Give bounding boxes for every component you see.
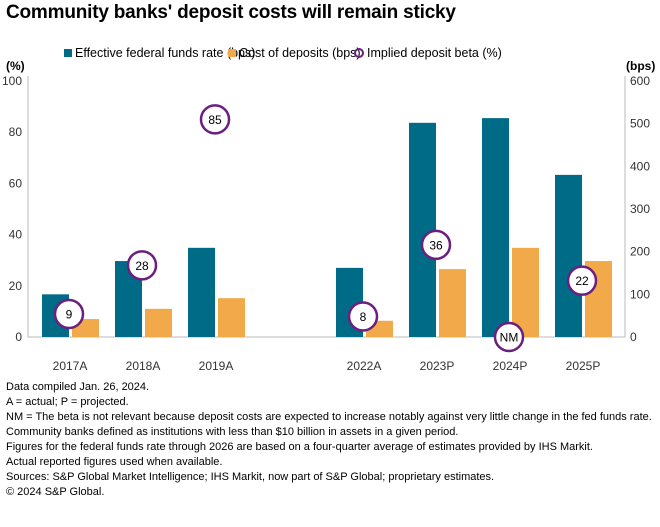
beta-marker-2024P bbox=[493, 321, 525, 353]
bar-cost-deposits-2024P bbox=[512, 247, 539, 337]
footnote: Community banks defined as institutions … bbox=[6, 426, 459, 438]
beta-marker-2019A bbox=[199, 104, 231, 135]
left-tick-label: 60 bbox=[9, 176, 23, 190]
bar-fed-funds-2023P bbox=[409, 122, 436, 338]
beta-marker-2018A bbox=[126, 250, 158, 281]
footnote: A = actual; P = projected. bbox=[6, 396, 129, 408]
footnote: © 2024 S&P Global. bbox=[6, 486, 105, 498]
x-tick-label: 2022A bbox=[347, 359, 382, 373]
beta-marker-2025P bbox=[566, 265, 598, 296]
legend-swatch bbox=[228, 49, 236, 57]
beta-label: 9 bbox=[66, 307, 73, 321]
chart-title: Community banks' deposit costs will rema… bbox=[6, 2, 456, 23]
right-tick-label: 400 bbox=[630, 159, 650, 173]
left-axis-label: (%) bbox=[6, 59, 25, 73]
bar-cost-deposits-2019A bbox=[218, 298, 245, 337]
x-tick-label: 2018A bbox=[126, 359, 161, 373]
footnote: Sources: S&P Global Market Intelligence;… bbox=[6, 471, 495, 483]
beta-marker-2017A bbox=[53, 298, 85, 330]
x-tick-label: 2025P bbox=[566, 359, 601, 373]
right-tick-label: 100 bbox=[630, 287, 650, 301]
beta-marker-2023P bbox=[420, 229, 452, 261]
beta-label: NM bbox=[500, 331, 519, 345]
bar-fed-funds-2019A bbox=[188, 247, 215, 337]
beta-label: 85 bbox=[208, 113, 222, 127]
beta-label: 8 bbox=[360, 310, 367, 324]
footnote: Actual reported figures used when availa… bbox=[6, 456, 223, 468]
right-tick-label: 300 bbox=[630, 202, 650, 216]
right-axis-label: (bps) bbox=[626, 59, 655, 73]
plot-area: (%) (bps) 0 20 40 60 80 100 0 100 200 300 400 500 600 2… bbox=[2, 59, 655, 373]
footnotes: Data compiled Jan. 26, 2024. A = actual; … bbox=[6, 380, 656, 500]
beta-label: 36 bbox=[429, 238, 443, 252]
footnote: NM = The beta is not relevant because de… bbox=[6, 411, 652, 423]
bar-cost-deposits-2023P bbox=[439, 269, 466, 337]
left-tick-label: 40 bbox=[9, 228, 23, 242]
legend-label: Effective federal funds rate (bps) bbox=[75, 46, 256, 60]
left-tick-label: 100 bbox=[2, 74, 22, 88]
left-tick-label: 20 bbox=[9, 279, 23, 293]
beta-label: 22 bbox=[575, 274, 589, 288]
bar-fed-funds-2024P bbox=[482, 118, 509, 338]
beta-marker-2022A bbox=[347, 301, 379, 332]
legend-cost-deposits: Cost of deposits (bps) bbox=[228, 46, 361, 60]
legend-deposit-beta: Implied deposit beta (%) bbox=[354, 46, 502, 60]
right-tick-label: 600 bbox=[630, 74, 650, 88]
legend-ring-icon bbox=[354, 48, 364, 58]
left-tick-label: 0 bbox=[15, 330, 22, 344]
legend-label: Cost of deposits (bps) bbox=[239, 46, 361, 60]
x-tick-label: 2023P bbox=[420, 359, 455, 373]
legend-label: Implied deposit beta (%) bbox=[367, 46, 502, 60]
legend-swatch bbox=[64, 49, 72, 57]
footnote: Figures for the federal funds rate throu… bbox=[6, 441, 593, 453]
bar-fed-funds-2025P bbox=[555, 174, 582, 337]
x-tick-label: 2019A bbox=[199, 359, 234, 373]
x-tick-label: 2017A bbox=[53, 359, 88, 373]
right-tick-label: 500 bbox=[630, 117, 650, 131]
x-tick-label: 2024P bbox=[493, 359, 528, 373]
left-tick-label: 80 bbox=[9, 125, 23, 139]
footnote: Data compiled Jan. 26, 2024. bbox=[6, 381, 150, 393]
bar-cost-deposits-2018A bbox=[145, 308, 172, 337]
right-tick-label: 0 bbox=[630, 330, 637, 344]
beta-label: 28 bbox=[135, 259, 149, 273]
right-tick-label: 200 bbox=[630, 245, 650, 259]
legend-fed-funds: Effective federal funds rate (bps) bbox=[64, 46, 255, 60]
